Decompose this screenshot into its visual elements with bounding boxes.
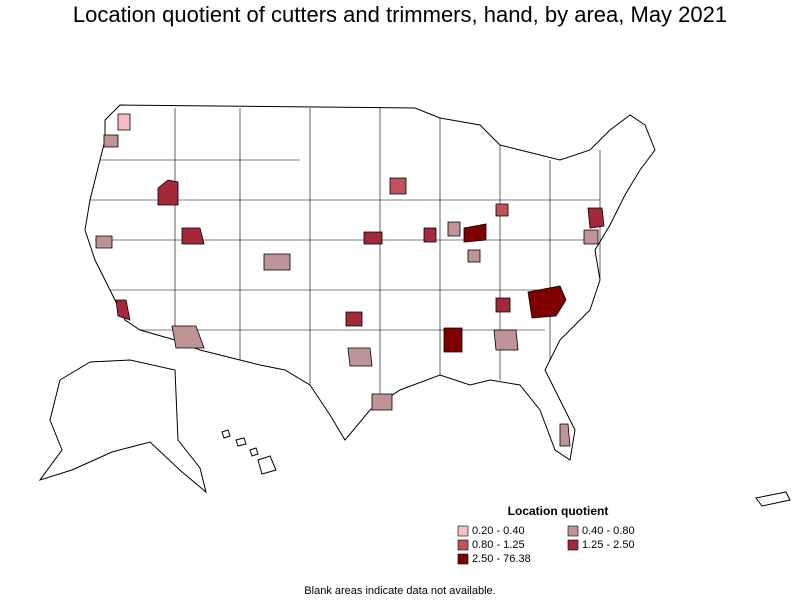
highlighted-area bbox=[389, 177, 407, 195]
legend-swatch bbox=[567, 539, 579, 551]
highlighted-area bbox=[587, 207, 605, 229]
map bbox=[38, 104, 791, 507]
highlighted-area bbox=[443, 327, 463, 353]
highlighted-area bbox=[347, 347, 373, 367]
legend-label: 0.20 - 0.40 bbox=[472, 525, 525, 537]
legend-swatch bbox=[567, 525, 579, 537]
legend-label: 0.80 - 1.25 bbox=[472, 539, 525, 551]
highlighted-area bbox=[157, 179, 179, 206]
legend-swatch bbox=[457, 539, 469, 551]
area-boundaries bbox=[90, 108, 601, 400]
legend-label: 2.50 - 76.38 bbox=[472, 553, 531, 565]
highlighted-area bbox=[527, 285, 567, 319]
legend: Location quotient 0.20 - 0.40 0.40 - 0.80… bbox=[457, 504, 635, 565]
legend-title: Location quotient bbox=[508, 504, 609, 518]
highlighted-area bbox=[263, 253, 291, 271]
legend-label: 1.25 - 2.50 bbox=[582, 539, 635, 551]
highlighted-area bbox=[583, 229, 599, 245]
highlighted-area bbox=[423, 227, 437, 243]
highlighted-area bbox=[495, 203, 509, 217]
highlighted-area bbox=[345, 311, 363, 327]
highlighted-area bbox=[463, 223, 487, 243]
legend-swatch bbox=[457, 553, 469, 565]
highlighted-area bbox=[493, 329, 519, 351]
highlighted-area bbox=[447, 221, 461, 237]
highlighted-area bbox=[171, 325, 205, 349]
footnote: Blank areas indicate data not available. bbox=[304, 585, 495, 597]
legend-swatch bbox=[457, 525, 469, 537]
highlighted-areas bbox=[95, 113, 605, 447]
highlighted-area bbox=[95, 235, 113, 249]
highlighted-area bbox=[103, 134, 119, 148]
highlighted-area bbox=[559, 423, 571, 447]
hawaii bbox=[221, 429, 277, 475]
puerto-rico bbox=[755, 491, 791, 507]
map-title: Location quotient of cutters and trimmer… bbox=[73, 2, 727, 27]
alaska bbox=[38, 359, 207, 494]
highlighted-area bbox=[495, 297, 511, 313]
highlighted-area bbox=[181, 227, 205, 245]
highlighted-area bbox=[363, 231, 383, 245]
highlighted-area bbox=[467, 249, 481, 263]
highlighted-area bbox=[371, 393, 393, 411]
highlighted-area bbox=[115, 299, 131, 321]
legend-label: 0.40 - 0.80 bbox=[582, 525, 635, 537]
highlighted-area bbox=[117, 113, 131, 131]
